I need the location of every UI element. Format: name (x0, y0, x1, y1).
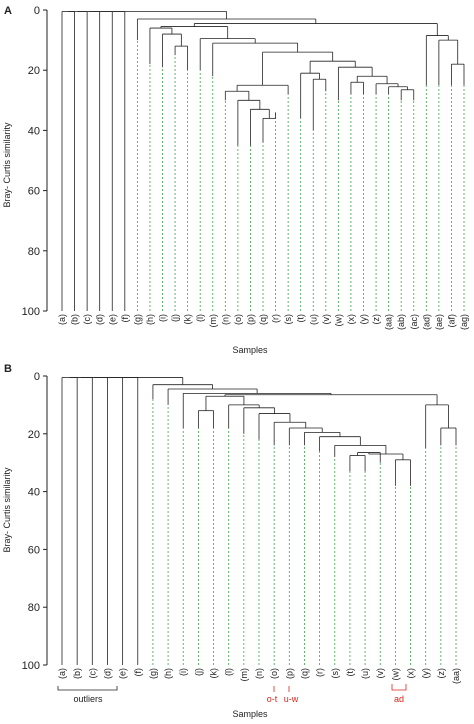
leaf-label: (i) (158, 314, 168, 322)
leaf-label: (d) (95, 314, 105, 325)
leaf-label: (k) (209, 668, 219, 679)
panel-a-x-axis-title: Samples (232, 345, 268, 355)
y-tick-label: 20 (28, 429, 40, 441)
leaf-label: (l) (224, 668, 234, 676)
leaf-label: (k) (183, 314, 193, 325)
y-tick-label: 60 (28, 544, 40, 556)
leaf-label: (aa) (384, 314, 394, 330)
leaf-label: (b) (70, 314, 80, 325)
leaf-label: (w) (390, 668, 400, 681)
panel-a-y-axis-title: Bray- Curtis similarity (2, 122, 12, 208)
leaf-label: (p) (245, 314, 255, 325)
leaf-label: (o) (233, 314, 243, 325)
leaf-label: (a) (57, 668, 67, 679)
panel-a-tree (61, 11, 465, 311)
leaf-label: (r) (271, 314, 281, 323)
leaf-label: (f) (120, 314, 130, 323)
leaf-label: (s) (283, 314, 293, 325)
leaf-label: (s) (330, 668, 340, 679)
leaf-label: (y) (421, 668, 431, 679)
leaf-label: (x) (406, 668, 416, 679)
leaf-label: (n) (254, 668, 264, 679)
leaf-label: (a) (57, 314, 67, 325)
leaf-label: (q) (299, 668, 309, 679)
leaf-label: (b) (72, 668, 82, 679)
leaf-label: (ae) (434, 314, 444, 330)
leaf-label: (o) (269, 668, 279, 679)
leaf-label: (c) (87, 668, 97, 679)
panel-a-label: A (4, 5, 12, 17)
y-tick-label: 40 (28, 125, 40, 137)
ad-label: ad (394, 694, 404, 704)
leaf-label: (v) (321, 314, 331, 325)
y-tick-label: 100 (22, 306, 40, 318)
leaf-label: (af) (446, 314, 456, 328)
leaf-label: (e) (107, 314, 117, 325)
y-tick-label: 60 (28, 186, 40, 198)
leaf-label: (y) (359, 314, 369, 325)
outliers-label: outliers (73, 694, 103, 704)
leaf-label: (aa) (451, 668, 461, 684)
leaf-label: (h) (145, 314, 155, 325)
leaf-label: (e) (118, 668, 128, 679)
leaf-label: (u) (308, 314, 318, 325)
leaf-label: (j) (170, 314, 180, 322)
leaf-label: (q) (258, 314, 268, 325)
leaf-label: (u) (360, 668, 370, 679)
leaf-label: (c) (82, 314, 92, 325)
y-tick-label: 0 (34, 5, 40, 17)
panel-a-y-axis: 0 20 40 60 80 100 (22, 5, 48, 318)
panel-b-y-axis: 0 20 40 60 80 100 (22, 371, 48, 672)
leaf-label: (p) (284, 668, 294, 679)
y-tick-label: 80 (28, 246, 40, 258)
panel-a-leaf-labels: (a) (b) (c) (d) (e) (f) (g) (h) (i) (j) (k) (l) (m)(… (57, 314, 469, 330)
outliers-bracket (57, 686, 118, 691)
leaf-label: (f) (133, 668, 143, 677)
leaf-label: (d) (102, 668, 112, 679)
leaf-label: (v) (375, 668, 385, 679)
panel-b-x-axis-title: Samples (232, 709, 268, 719)
leaf-label: (z) (436, 668, 446, 679)
y-tick-label: 100 (22, 660, 40, 672)
leaf-label: (ab) (396, 314, 406, 330)
leaf-label: (n) (220, 314, 230, 325)
o-t-label: o-t (267, 694, 278, 704)
panel-a: A Bray- Curtis similarity Samples 0 20 40 6… (2, 5, 469, 355)
leaf-label: (ac) (409, 314, 419, 330)
leaf-label: (x) (346, 314, 356, 325)
leaf-label: (m) (239, 668, 249, 682)
leaf-label: (z) (371, 314, 381, 325)
leaf-label: (t) (296, 314, 306, 323)
leaf-label: (t) (345, 668, 355, 677)
leaf-label: (ad) (421, 314, 431, 330)
leaf-label: (w) (333, 314, 343, 327)
panel-b-label: B (4, 363, 12, 375)
y-tick-label: 80 (28, 602, 40, 614)
leaf-label: (m) (208, 314, 218, 328)
leaf-label: (ag) (459, 314, 469, 330)
leaf-label: (r) (315, 668, 325, 677)
y-tick-label: 20 (28, 65, 40, 77)
leaf-label: (j) (193, 668, 203, 676)
panel-b: B Bray- Curtis similarity Samples 0 20 40 6… (2, 363, 461, 719)
leaf-label: (l) (195, 314, 205, 322)
u-w-label: u-w (284, 694, 299, 704)
leaf-label: (g) (132, 314, 142, 325)
ad-bracket (391, 684, 407, 691)
leaf-label: (h) (163, 668, 173, 679)
panel-b-leaf-labels: (a) (b) (c) (d) (e) (f) (g) (h) (i) (j) (k) (l) (m) (… (57, 668, 461, 684)
leaf-label: (i) (178, 668, 188, 676)
leaf-label: (g) (148, 668, 158, 679)
y-tick-label: 0 (34, 371, 40, 383)
y-tick-label: 40 (28, 487, 40, 499)
panel-b-y-axis-title: Bray- Curtis similarity (2, 467, 12, 553)
panel-b-tree (61, 377, 457, 665)
